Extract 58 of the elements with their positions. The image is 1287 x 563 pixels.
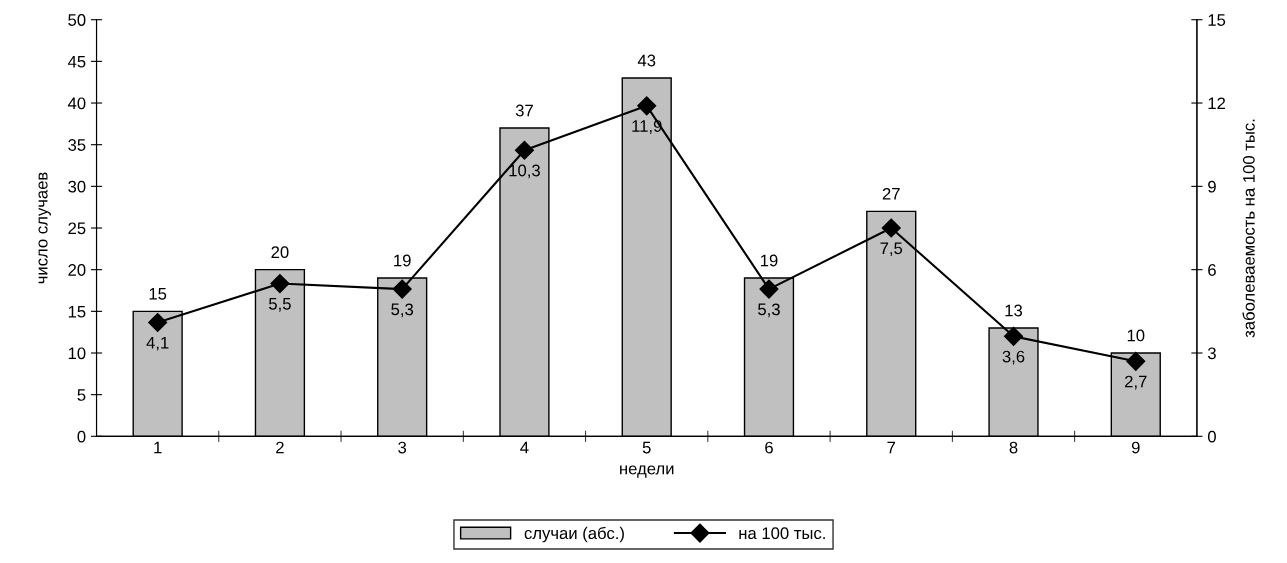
data-label: 5,3	[391, 303, 414, 318]
point	[759, 279, 779, 299]
x-tick-label: 8	[1009, 441, 1018, 454]
point	[881, 218, 901, 238]
data-label: 7,5	[880, 242, 903, 257]
data-label: 20	[271, 246, 289, 259]
x-tick-label: 4	[520, 441, 529, 454]
y2-tick-label: 9	[1208, 180, 1216, 193]
y-tick-label: 50	[68, 14, 86, 26]
y2-axis-title: заболеваемость на 100 тыс.	[1242, 119, 1255, 338]
y2-tick-label: 15	[1208, 14, 1226, 26]
data-label: 2,7	[1125, 375, 1147, 390]
data-label: 4,1	[146, 336, 169, 351]
y-tick-label: 15	[68, 305, 86, 318]
y-tick-label: 45	[67, 55, 86, 68]
x-tick-label: 5	[642, 441, 651, 454]
data-label: 5,3	[758, 303, 780, 318]
data-label: 10	[1127, 329, 1145, 342]
y-tick-label: 5	[77, 389, 86, 401]
data-label: 5,5	[269, 298, 291, 312]
point	[270, 274, 290, 294]
data-label: 3,6	[1002, 350, 1025, 365]
y-tick-label: 0	[77, 430, 86, 443]
y-tick-label: 35	[68, 139, 86, 151]
data-label: 13	[1005, 304, 1023, 317]
y2-tick-label: 6	[1208, 264, 1216, 276]
data-label: 19	[760, 254, 778, 267]
data-label: 11,9	[632, 120, 662, 134]
legend-label: случаи (абс.)	[524, 526, 624, 543]
x-tick-label: 9	[1131, 441, 1140, 454]
x-tick-label: 2	[276, 441, 284, 454]
point	[637, 96, 657, 116]
y-tick-label: 40	[67, 97, 86, 110]
y-tick-label: 25	[68, 222, 86, 235]
x-axis-title: недели	[620, 465, 674, 478]
y2-tick-label: 0	[1207, 430, 1216, 443]
data-label: 10,3	[509, 164, 540, 179]
data-label: 43	[637, 54, 656, 67]
data-label: 15	[149, 288, 167, 300]
x-tick-label: 3	[398, 441, 407, 454]
x-tick-label: 6	[765, 441, 773, 454]
point	[1003, 326, 1024, 346]
y-tick-label: 30	[68, 180, 86, 193]
x-tick-label: 1	[154, 441, 162, 454]
data-label: 27	[882, 187, 900, 200]
y-tick-label: 10	[68, 347, 86, 360]
y2-tick-label: 12	[1208, 97, 1226, 110]
y2-tick-label: 3	[1207, 347, 1216, 360]
data-label: 19	[394, 254, 411, 267]
y-tick-label: 20	[68, 264, 86, 276]
point	[514, 140, 534, 160]
data-label: 37	[515, 104, 533, 117]
legend-label: на 100 тыс.	[739, 527, 825, 540]
point	[1126, 351, 1146, 371]
x-tick-label: 7	[887, 441, 896, 454]
point	[148, 312, 168, 332]
y-axis-title: число случаев	[38, 172, 51, 284]
point	[392, 279, 412, 299]
